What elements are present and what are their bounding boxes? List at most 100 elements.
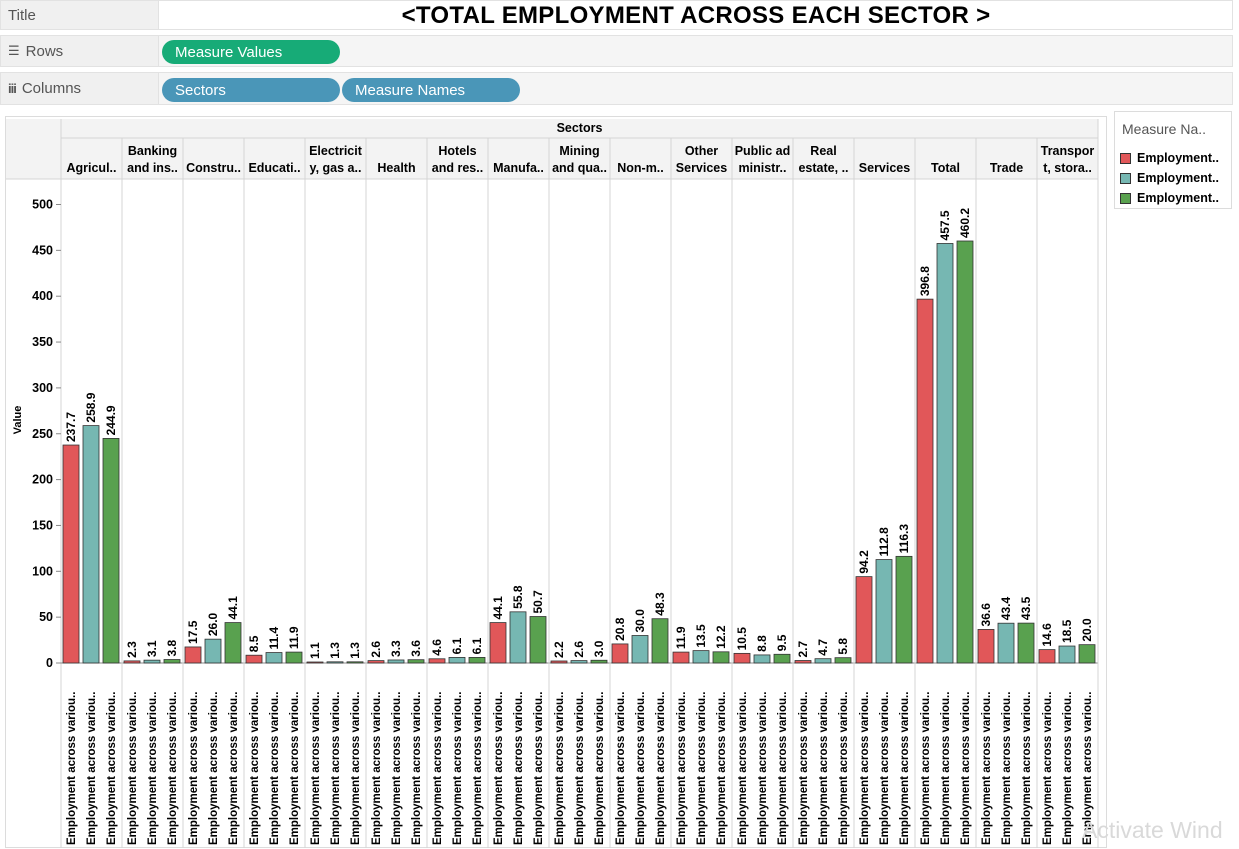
legend-item-1[interactable]: Employment.. — [1120, 150, 1219, 166]
data-label: 1.3 — [348, 642, 362, 659]
bar — [62, 444, 80, 664]
x-tick-label: Employment across variou.. — [838, 692, 850, 845]
bar — [245, 654, 263, 664]
legend-swatch-3 — [1120, 192, 1131, 204]
data-label: 2.6 — [572, 641, 586, 658]
category-header: t, stora.. — [1043, 161, 1092, 175]
x-tick-label: Employment across variou.. — [1082, 692, 1094, 845]
x-tick-label: Employment across variou.. — [66, 692, 78, 845]
bar — [407, 659, 425, 664]
bar — [326, 661, 344, 664]
columns-pill-measure-names[interactable]: Measure Names — [342, 78, 520, 102]
title-shelf-label: Title — [1, 1, 159, 29]
rows-pill-measure-values[interactable]: Measure Values — [162, 40, 340, 64]
bar — [834, 657, 852, 664]
x-tick-label: Employment across variou.. — [554, 692, 566, 845]
data-label: 3.3 — [389, 640, 403, 657]
data-label: 10.5 — [735, 627, 749, 651]
rows-shelf-label: ☰ Rows — [1, 36, 159, 66]
bar — [672, 651, 690, 664]
bar — [692, 650, 710, 664]
data-label: 5.8 — [836, 638, 850, 655]
bar — [509, 611, 527, 664]
bar — [875, 559, 893, 664]
x-tick-label: Employment across variou.. — [371, 692, 383, 845]
x-tick-label: Employment across variou.. — [330, 692, 342, 845]
bar — [1078, 644, 1096, 664]
category-header: Trade — [990, 161, 1023, 175]
x-tick-label: Employment across variou.. — [167, 692, 179, 845]
x-tick-label: Employment across variou.. — [310, 692, 322, 845]
bar — [1058, 645, 1076, 664]
data-label: 2.6 — [369, 641, 383, 658]
y-axis-title: Value — [12, 406, 24, 435]
rows-shelf: ☰ Rows Measure Values — [0, 35, 1233, 67]
data-label: 3.8 — [165, 640, 179, 657]
bar — [916, 298, 934, 664]
bar — [997, 622, 1015, 664]
data-label: 43.4 — [999, 597, 1013, 621]
bar — [753, 654, 771, 664]
data-label: 8.8 — [755, 635, 769, 652]
legend-label-3: Employment.. — [1137, 191, 1219, 205]
data-label: 258.9 — [84, 392, 98, 422]
data-label: 30.0 — [633, 609, 647, 633]
x-tick-label: Employment across variou.. — [513, 692, 525, 845]
y-tick-label: 450 — [32, 243, 53, 257]
header-background — [61, 119, 1098, 179]
x-tick-label: Employment across variou.. — [127, 692, 139, 845]
x-tick-label: Employment across variou.. — [859, 692, 871, 845]
x-tick-label: Employment across variou.. — [899, 692, 911, 845]
data-label: 1.1 — [308, 642, 322, 659]
data-label: 36.6 — [979, 603, 993, 627]
bar — [651, 618, 669, 664]
data-label: 3.0 — [592, 640, 606, 657]
category-header: Total — [931, 161, 960, 175]
bar — [82, 425, 100, 664]
x-tick-label: Employment across variou.. — [269, 692, 281, 845]
bar — [977, 629, 995, 664]
bar — [895, 555, 913, 664]
category-header: Educati.. — [248, 161, 300, 175]
data-label: 4.7 — [816, 639, 830, 656]
bar — [143, 659, 161, 664]
x-tick-label: Employment across variou.. — [757, 692, 769, 845]
category-header: Hotels — [438, 144, 476, 158]
data-label: 396.8 — [918, 266, 932, 296]
columns-pill-sectors[interactable]: Sectors — [162, 78, 340, 102]
bar — [346, 661, 364, 664]
data-label: 14.6 — [1040, 623, 1054, 647]
category-header: Public ad — [735, 144, 791, 158]
rows-icon: ☰ — [8, 43, 20, 58]
bar — [631, 635, 649, 664]
x-tick-label: Employment across variou.. — [777, 692, 789, 845]
category-header: estate, .. — [798, 161, 848, 175]
sheet-title[interactable]: <TOTAL EMPLOYMENT ACROSS EACH SECTOR > — [401, 2, 991, 29]
data-label: 6.1 — [450, 637, 464, 654]
category-header: Health — [377, 161, 415, 175]
data-label: 20.8 — [613, 617, 627, 641]
category-header: Other — [685, 144, 718, 158]
x-tick-label: Employment across variou.. — [391, 692, 403, 845]
legend-swatch-2 — [1120, 172, 1131, 184]
x-tick-label: Employment across variou.. — [472, 692, 484, 845]
bar — [468, 657, 486, 664]
bar — [163, 659, 181, 664]
header-corner — [6, 119, 61, 179]
bar — [794, 660, 812, 664]
legend-item-2[interactable]: Employment.. — [1120, 170, 1219, 186]
bar — [611, 643, 629, 664]
bar — [956, 240, 974, 664]
category-header: Real — [810, 144, 836, 158]
bar — [204, 638, 222, 664]
x-tick-label: Employment across variou.. — [1021, 692, 1033, 845]
data-label: 18.5 — [1060, 619, 1074, 643]
x-tick-label: Employment across variou.. — [289, 692, 301, 845]
bar — [814, 658, 832, 664]
bar — [550, 660, 568, 664]
legend-item-3[interactable]: Employment.. — [1120, 190, 1219, 206]
bar — [733, 652, 751, 664]
bar — [1038, 649, 1056, 664]
x-tick-label: Employment across variou.. — [411, 692, 423, 845]
legend-label-2: Employment.. — [1137, 171, 1219, 185]
